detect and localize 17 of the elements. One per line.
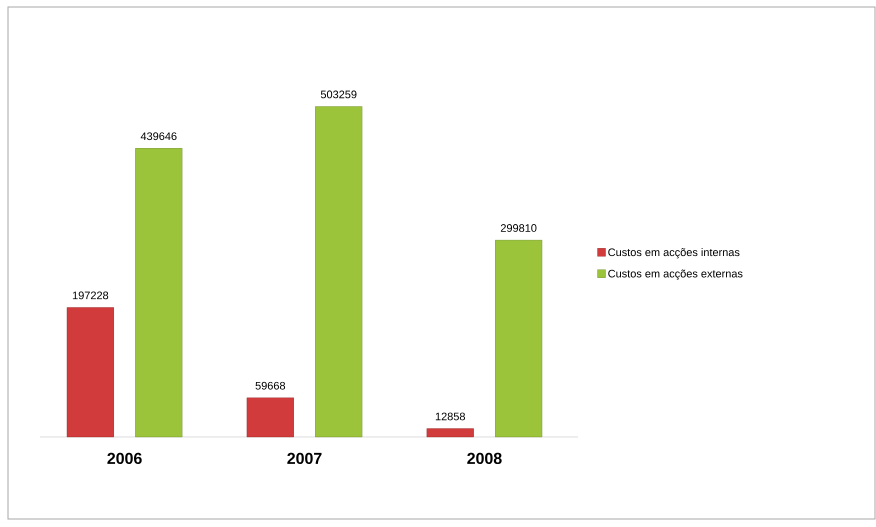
x-tick-label: 2006 [107,452,142,464]
bar [495,240,542,438]
legend-label: Custos em acções internas [608,248,740,258]
bar [246,398,294,438]
data-label: 299810 [500,224,536,232]
legend-label: Custos em acções externas [608,270,743,280]
data-label: 503259 [320,90,356,98]
bar [135,148,182,438]
data-label: 197228 [72,292,108,300]
x-tick-label: 2008 [467,452,502,464]
data-label: 12858 [436,412,465,420]
x-tick-label: 2007 [287,452,322,464]
data-label: 59668 [256,382,286,390]
bar [426,428,474,438]
bar [66,307,114,438]
data-label: 439646 [140,132,177,140]
bar [315,106,362,438]
